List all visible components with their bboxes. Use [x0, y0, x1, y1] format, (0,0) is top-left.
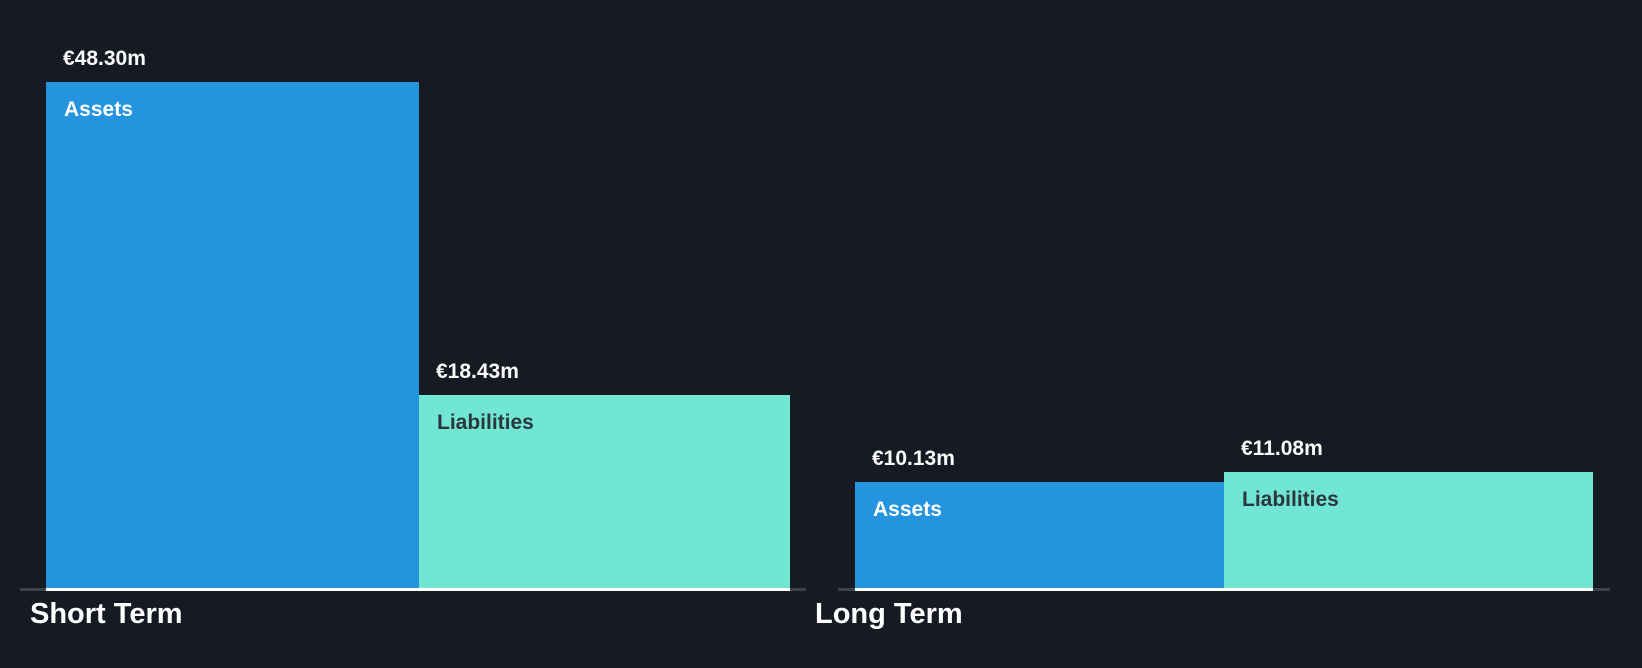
long-term-assets-label: Assets	[873, 497, 942, 521]
short-term-liabilities-label: Liabilities	[437, 410, 534, 434]
chart-group-short-term: €48.30m Assets €18.43m Liabilities	[20, 47, 806, 592]
long-term-axis-label: Long Term	[815, 598, 963, 630]
long-term-liabilities-bar[interactable]: €11.08m Liabilities	[1224, 437, 1593, 592]
long-term-assets-bar[interactable]: €10.13m Assets	[855, 447, 1224, 592]
short-term-assets-label: Assets	[64, 98, 133, 121]
long-term-assets-value: €10.13m	[872, 446, 955, 470]
short-term-liabilities-value: €18.43m	[436, 359, 519, 383]
short-term-assets-value: €48.30m	[63, 47, 146, 70]
chart-group-long-term: €10.13m Assets €11.08m Liabilities	[838, 82, 1610, 592]
long-term-liabilities-label: Liabilities	[1242, 487, 1339, 511]
long-term-liabilities-value: €11.08m	[1241, 436, 1323, 460]
short-term-assets-bar[interactable]: €48.30m Assets	[46, 47, 419, 591]
short-term-liabilities-bar[interactable]: €18.43m Liabilities	[419, 360, 790, 592]
short-term-axis-label: Short Term	[30, 598, 183, 630]
